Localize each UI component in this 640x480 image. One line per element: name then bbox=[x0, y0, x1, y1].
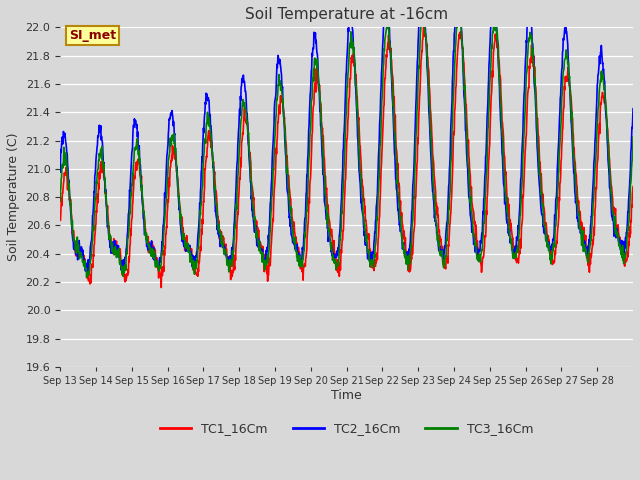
TC3_16Cm bbox=[83, 275, 90, 280]
TC1_16Cm bbox=[332, 264, 340, 269]
Line: TC2_16Cm: TC2_16Cm bbox=[60, 0, 633, 274]
TC1_16Cm bbox=[566, 87, 574, 93]
TC2_16Cm bbox=[321, 203, 329, 208]
TC2_16Cm bbox=[83, 271, 91, 277]
TC2_16Cm bbox=[566, 97, 574, 103]
TC1_16Cm bbox=[146, 245, 154, 251]
X-axis label: Time: Time bbox=[332, 389, 362, 402]
Title: Soil Temperature at -16cm: Soil Temperature at -16cm bbox=[245, 7, 448, 22]
TC1_16Cm bbox=[420, 23, 428, 29]
TC1_16Cm bbox=[483, 208, 490, 214]
TC2_16Cm bbox=[332, 252, 340, 258]
TC1_16Cm bbox=[56, 217, 64, 223]
TC3_16Cm bbox=[623, 248, 630, 253]
TC1_16Cm bbox=[623, 259, 630, 264]
Y-axis label: Soil Temperature (C): Soil Temperature (C) bbox=[7, 133, 20, 262]
TC2_16Cm bbox=[146, 243, 154, 249]
TC3_16Cm bbox=[455, 9, 463, 15]
TC1_16Cm bbox=[629, 184, 637, 190]
TC3_16Cm bbox=[146, 244, 154, 250]
Legend: TC1_16Cm, TC2_16Cm, TC3_16Cm: TC1_16Cm, TC2_16Cm, TC3_16Cm bbox=[155, 418, 538, 440]
TC2_16Cm bbox=[483, 141, 490, 146]
TC3_16Cm bbox=[483, 173, 490, 179]
TC3_16Cm bbox=[629, 134, 637, 140]
Text: SI_met: SI_met bbox=[68, 29, 116, 42]
TC1_16Cm bbox=[321, 174, 329, 180]
TC3_16Cm bbox=[56, 198, 64, 204]
TC2_16Cm bbox=[623, 229, 630, 235]
TC2_16Cm bbox=[56, 169, 64, 175]
TC3_16Cm bbox=[321, 191, 329, 197]
TC3_16Cm bbox=[332, 267, 340, 273]
Line: TC3_16Cm: TC3_16Cm bbox=[60, 12, 633, 277]
Line: TC1_16Cm: TC1_16Cm bbox=[60, 26, 633, 288]
TC3_16Cm bbox=[566, 92, 574, 98]
TC2_16Cm bbox=[629, 106, 637, 111]
TC1_16Cm bbox=[157, 285, 165, 290]
